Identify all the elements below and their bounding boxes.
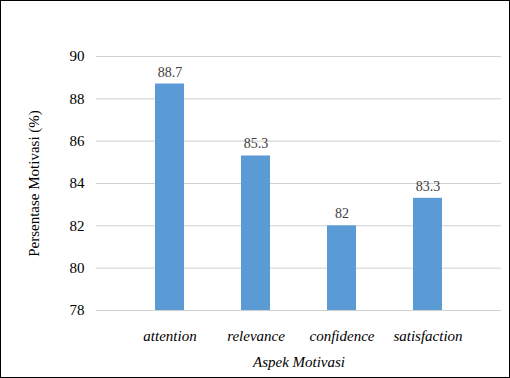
svg-text:78: 78 xyxy=(70,302,85,318)
svg-text:90: 90 xyxy=(70,48,85,64)
svg-text:attention: attention xyxy=(143,328,196,344)
svg-text:confidence: confidence xyxy=(310,328,375,344)
svg-text:relevance: relevance xyxy=(227,328,285,344)
svg-text:86: 86 xyxy=(70,133,86,149)
svg-text:88.7: 88.7 xyxy=(158,64,183,79)
svg-text:82: 82 xyxy=(70,218,85,234)
svg-text:83.3: 83.3 xyxy=(416,179,441,194)
svg-text:Aspek Motivasi: Aspek Motivasi xyxy=(252,354,345,370)
svg-text:85.3: 85.3 xyxy=(244,136,269,151)
svg-text:84: 84 xyxy=(70,175,86,191)
svg-text:88: 88 xyxy=(70,91,85,107)
svg-text:82: 82 xyxy=(335,206,349,221)
svg-text:satisfaction: satisfaction xyxy=(393,328,462,344)
svg-text:Persentase Motivasi (%): Persentase Motivasi (%) xyxy=(26,110,43,257)
svg-text:80: 80 xyxy=(70,260,85,276)
